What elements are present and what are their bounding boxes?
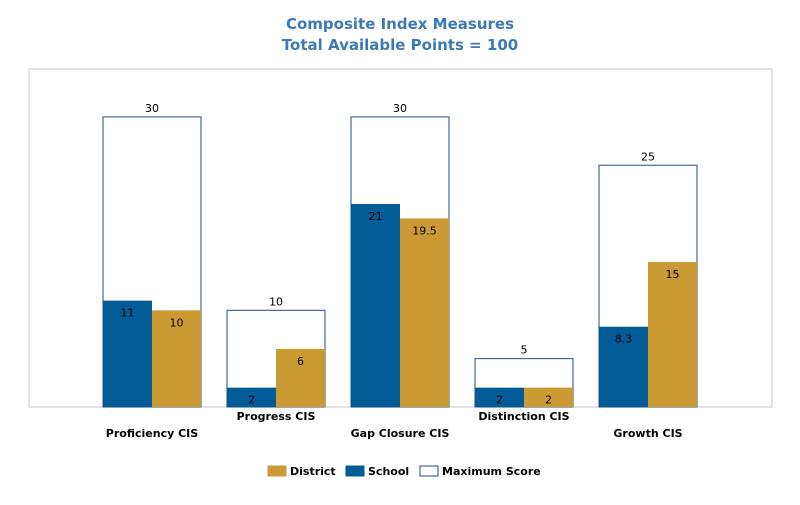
school-value-label: 2 (248, 394, 255, 407)
max-score-label: 30 (145, 102, 159, 115)
school-value-label: 8.3 (615, 333, 633, 346)
legend-label: Maximum Score (442, 465, 541, 478)
school-bar (475, 387, 524, 407)
district-value-label: 15 (666, 268, 680, 281)
category-label: Distinction CIS (478, 410, 569, 423)
school-value-label: 2 (496, 394, 503, 407)
chart-subtitle: Total Available Points = 100 (282, 36, 518, 54)
district-value-label: 10 (170, 316, 184, 329)
district-value-label: 6 (297, 355, 304, 368)
max-score-label: 10 (269, 295, 283, 308)
category-label: Gap Closure CIS (351, 427, 450, 440)
district-value-label: 19.5 (412, 224, 437, 237)
district-value-label: 2 (545, 394, 552, 407)
bars-group: 30 11 10 Proficiency CIS 10 2 6 Progress CIS 30 2… (102, 102, 698, 440)
chart-title: Composite Index Measures (286, 15, 514, 33)
school-bar (351, 203, 400, 407)
district-bar (524, 387, 573, 407)
district-bar (276, 348, 325, 407)
max-score-label: 30 (393, 102, 407, 115)
max-score-label: 25 (641, 150, 655, 163)
district-bar (648, 261, 697, 407)
legend-swatch (345, 465, 365, 477)
max-score-label: 5 (521, 344, 528, 357)
school-bar (599, 326, 648, 407)
category-label: Growth CIS (613, 427, 682, 440)
category-label: Progress CIS (237, 410, 316, 423)
school-value-label: 21 (369, 210, 383, 223)
district-bar (400, 218, 449, 407)
school-value-label: 11 (121, 307, 135, 320)
legend-label: School (368, 465, 409, 478)
school-bar (227, 387, 276, 407)
school-bar (103, 300, 152, 407)
legend-swatch (267, 465, 287, 477)
legend-label: District (290, 465, 336, 478)
legend-swatch (419, 465, 439, 477)
category-label: Proficiency CIS (106, 427, 198, 440)
legend: District School Maximum Score (267, 465, 541, 478)
district-bar (152, 310, 201, 407)
